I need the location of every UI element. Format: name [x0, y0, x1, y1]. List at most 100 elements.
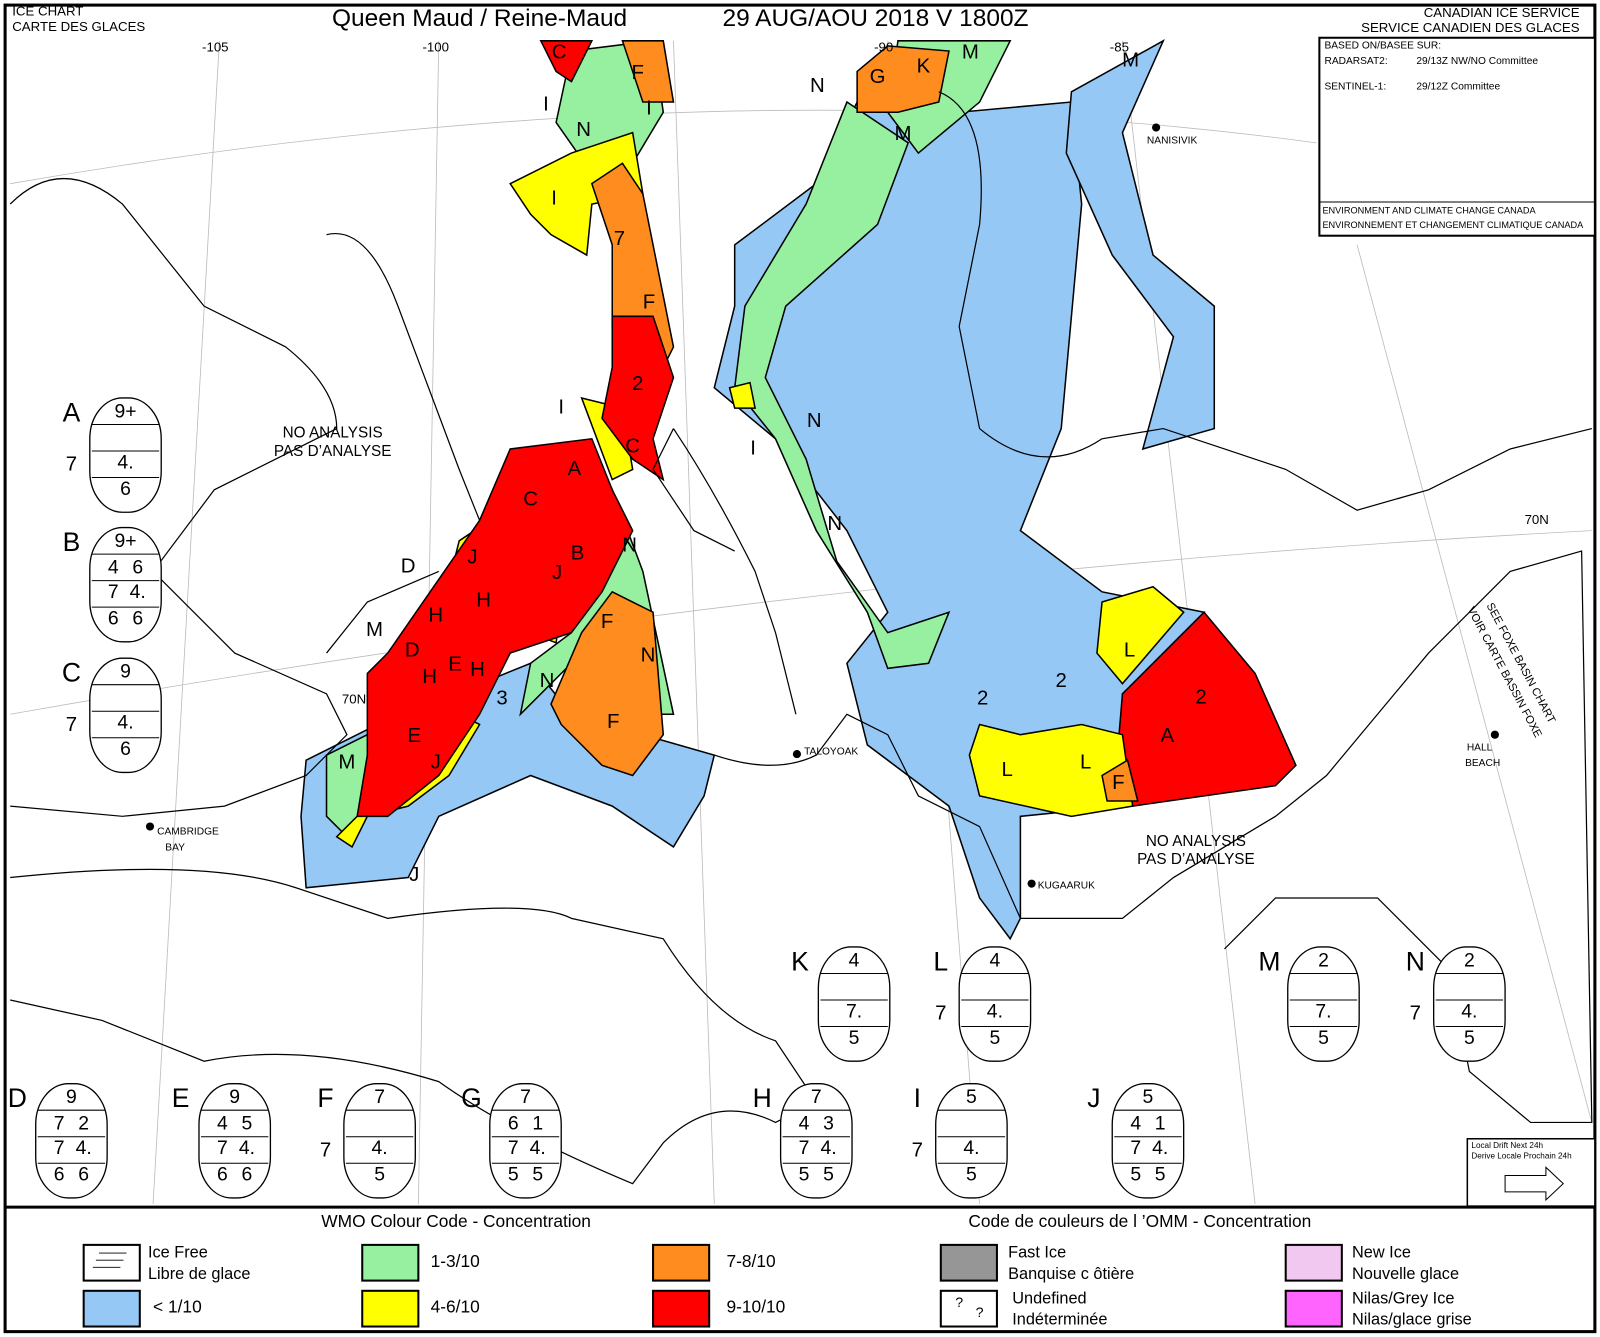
egg-form: 5 — [989, 1027, 1000, 1049]
info-text: RADARSAT2: — [1324, 56, 1387, 67]
drift-text: Derive Locale Prochain 24h — [1471, 1151, 1571, 1160]
egg — [35, 1083, 108, 1199]
region-label: D — [405, 639, 420, 661]
info-text: 29/12Z Committee — [1416, 81, 1500, 92]
egg-letter: B — [63, 527, 81, 557]
graticule-label: 70N — [342, 691, 366, 706]
place-name: KUGAARUK — [1038, 880, 1095, 891]
egg-partial: 2 — [78, 1113, 89, 1135]
egg-partial: 5 — [242, 1113, 253, 1135]
graticule-label: -100 — [422, 39, 449, 54]
egg-total: 4 — [989, 949, 1000, 971]
region-label: 2 — [632, 373, 643, 395]
region-label: 7 — [614, 228, 625, 250]
egg-letter: I — [914, 1083, 921, 1113]
legend-label: Nouvelle glace — [1352, 1265, 1459, 1283]
legend-label: 7-8/10 — [727, 1251, 776, 1271]
egg-total: 9 — [120, 661, 131, 683]
egg-side: 7 — [912, 1139, 923, 1161]
egg-total: 7 — [374, 1086, 385, 1108]
region-label: H — [470, 659, 485, 681]
egg-stage: 7 — [217, 1137, 228, 1159]
egg-total: 5 — [966, 1086, 977, 1108]
egg — [1111, 1083, 1185, 1199]
egg — [779, 1083, 853, 1199]
region-label: J — [409, 864, 419, 886]
legend-swatch — [361, 1243, 420, 1282]
egg-total: 5 — [1143, 1086, 1154, 1108]
region-label: F — [643, 291, 655, 313]
legend-swatch — [939, 1289, 998, 1328]
egg-total: 2 — [1318, 949, 1329, 971]
egg-partial: 1 — [1155, 1113, 1166, 1135]
region-label: N — [540, 670, 555, 692]
drift-text: Local Drift Next 24h — [1471, 1141, 1543, 1150]
egg-stage: 4. — [76, 1137, 92, 1159]
info-text: ENVIRONMENT AND CLIMATE CHANGE CANADA — [1322, 206, 1536, 216]
region-label: J — [552, 562, 562, 584]
egg-letter: K — [791, 946, 809, 976]
egg-total: 9 — [66, 1086, 77, 1108]
egg-stage: 7 — [1130, 1137, 1141, 1159]
region-label: E — [407, 725, 421, 747]
header-right: CANADIAN ICE SERVICE — [1424, 5, 1580, 20]
region-label: H — [428, 605, 443, 627]
legend-swatch — [1284, 1243, 1343, 1282]
region-label: A — [1161, 725, 1175, 747]
egg-stage: 4. — [987, 1000, 1003, 1022]
egg-partial: 4 — [217, 1113, 228, 1135]
egg-form: 6 — [120, 478, 131, 500]
egg-side: 7 — [66, 454, 77, 476]
egg-letter: N — [1406, 946, 1425, 976]
egg-total: 9+ — [114, 530, 136, 552]
egg — [343, 1083, 416, 1199]
egg-form: 5 — [1464, 1027, 1475, 1049]
egg — [958, 946, 1032, 1062]
region-label: E — [448, 654, 462, 676]
region-label: I — [558, 397, 564, 419]
egg-stage: 4. — [530, 1137, 546, 1159]
region-label: M — [338, 752, 355, 774]
region-label: N — [827, 513, 842, 535]
region-label: I — [543, 93, 549, 115]
no-analysis: NO ANALYSIS — [283, 425, 383, 442]
info-text: BASED ON/BASEE SUR: — [1324, 41, 1441, 52]
ice-zones — [300, 39, 1297, 941]
egg-form: 5 — [1318, 1027, 1329, 1049]
region-label: F — [607, 711, 619, 733]
region-label: L — [1124, 639, 1135, 661]
region-label: N — [576, 119, 591, 141]
town-dot — [1490, 730, 1499, 739]
egg-letter: E — [172, 1083, 190, 1113]
region-label: A — [568, 458, 582, 480]
town-dot — [145, 822, 155, 831]
region-label: N — [807, 410, 822, 432]
chart-title: Queen Maud / Reine-Maud — [332, 5, 627, 32]
egg-side: 7 — [935, 1003, 946, 1025]
region-label: D — [401, 556, 416, 578]
no-analysis: PAS D’ANALYSE — [1137, 851, 1255, 868]
egg-stage: 4. — [117, 451, 133, 473]
region-label: F — [632, 62, 644, 84]
region-label: 2 — [977, 687, 988, 709]
egg-total: 9+ — [114, 400, 136, 422]
legend-symbol: ? — [976, 1305, 984, 1321]
egg-form: 6 — [120, 738, 131, 760]
town-dot — [1027, 879, 1036, 888]
egg — [1287, 946, 1360, 1062]
egg-form: 5 — [1130, 1164, 1141, 1186]
egg — [198, 1083, 272, 1199]
egg-form: 6 — [132, 608, 143, 630]
egg-stage: 7. — [1315, 1000, 1331, 1022]
region-label: C — [625, 435, 640, 457]
legend-symbol: ? — [955, 1295, 963, 1311]
region-label: M — [1122, 50, 1139, 72]
region-label: F — [1112, 772, 1124, 794]
legend-label: 9-10/10 — [727, 1297, 786, 1317]
legend-label: < 1/10 — [153, 1297, 202, 1317]
chart-date: 29 AUG/AOU 2018 V 1800Z — [722, 5, 1028, 32]
legend-label: Undefined — [1012, 1289, 1086, 1307]
